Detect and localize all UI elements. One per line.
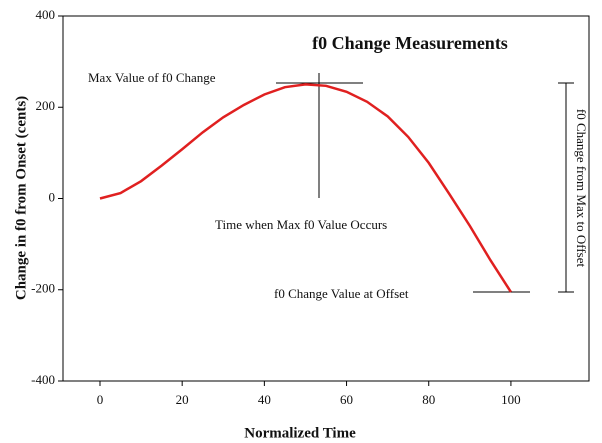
x-tick-label: 0 xyxy=(97,392,104,407)
annotation-lines xyxy=(276,73,574,293)
x-axis-label: Normalized Time xyxy=(244,425,356,441)
y-tick-label: 0 xyxy=(49,189,56,204)
y-tick-label: 200 xyxy=(36,98,56,113)
x-tick-label: 100 xyxy=(501,392,521,407)
y-tick-label: 400 xyxy=(36,7,56,22)
x-tick-label: 20 xyxy=(176,392,189,407)
annotation: f0 Change Value at Offset xyxy=(274,286,409,301)
x-tick-label: 60 xyxy=(340,392,353,407)
x-tick-label: 40 xyxy=(258,392,271,407)
annotation: Time when Max f0 Value Occurs xyxy=(215,217,387,232)
data-line xyxy=(99,83,512,293)
annotation: f0 Change from Max to Offset xyxy=(574,109,589,268)
y-tick-label: -200 xyxy=(31,281,55,296)
y-tick-label: -400 xyxy=(31,372,55,387)
y-axis-label: Change in f0 from Onset (cents) xyxy=(13,96,29,300)
x-tick-label: 80 xyxy=(422,392,435,407)
chart-title: f0 Change Measurements xyxy=(312,33,508,53)
annotation: Max Value of f0 Change xyxy=(88,70,216,85)
